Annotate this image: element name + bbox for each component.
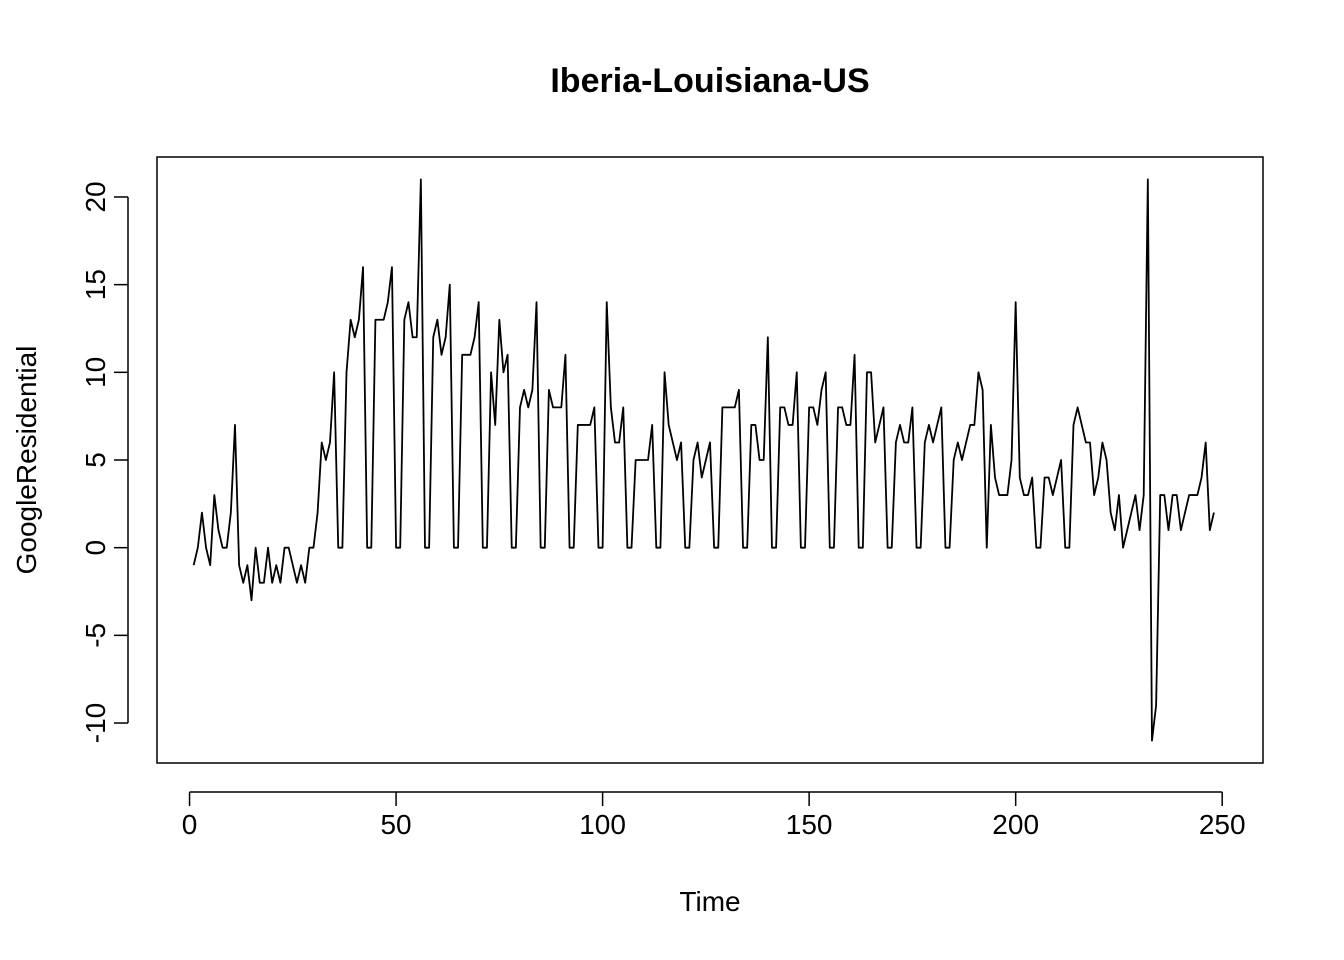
x-tick-label: 150 xyxy=(786,809,833,840)
x-tick-label: 250 xyxy=(1199,809,1246,840)
y-tick-label: -10 xyxy=(80,703,111,743)
x-tick-label: 0 xyxy=(182,809,198,840)
y-tick-label: 5 xyxy=(80,452,111,468)
series-line xyxy=(192,178,1215,742)
chart-title: Iberia-Louisiana-US xyxy=(550,62,869,100)
x-axis: 0 50 100 150 200 250 xyxy=(182,791,1246,840)
series-layer xyxy=(192,178,1215,742)
plot-frame xyxy=(156,156,1264,764)
x-tick-label: 200 xyxy=(992,809,1039,840)
x-tick-label: 50 xyxy=(380,809,411,840)
y-axis: -10 -5 0 5 10 15 20 xyxy=(80,181,129,743)
x-tick-label: 100 xyxy=(579,809,626,840)
x-axis-label: Time xyxy=(679,886,740,917)
y-tick-label: 15 xyxy=(80,269,111,300)
y-tick-label: 0 xyxy=(80,540,111,556)
y-tick-label: 10 xyxy=(80,357,111,388)
y-axis-label: GoogleResidential xyxy=(11,346,42,575)
y-tick-label: 20 xyxy=(80,181,111,212)
y-tick-label: -5 xyxy=(80,623,111,648)
